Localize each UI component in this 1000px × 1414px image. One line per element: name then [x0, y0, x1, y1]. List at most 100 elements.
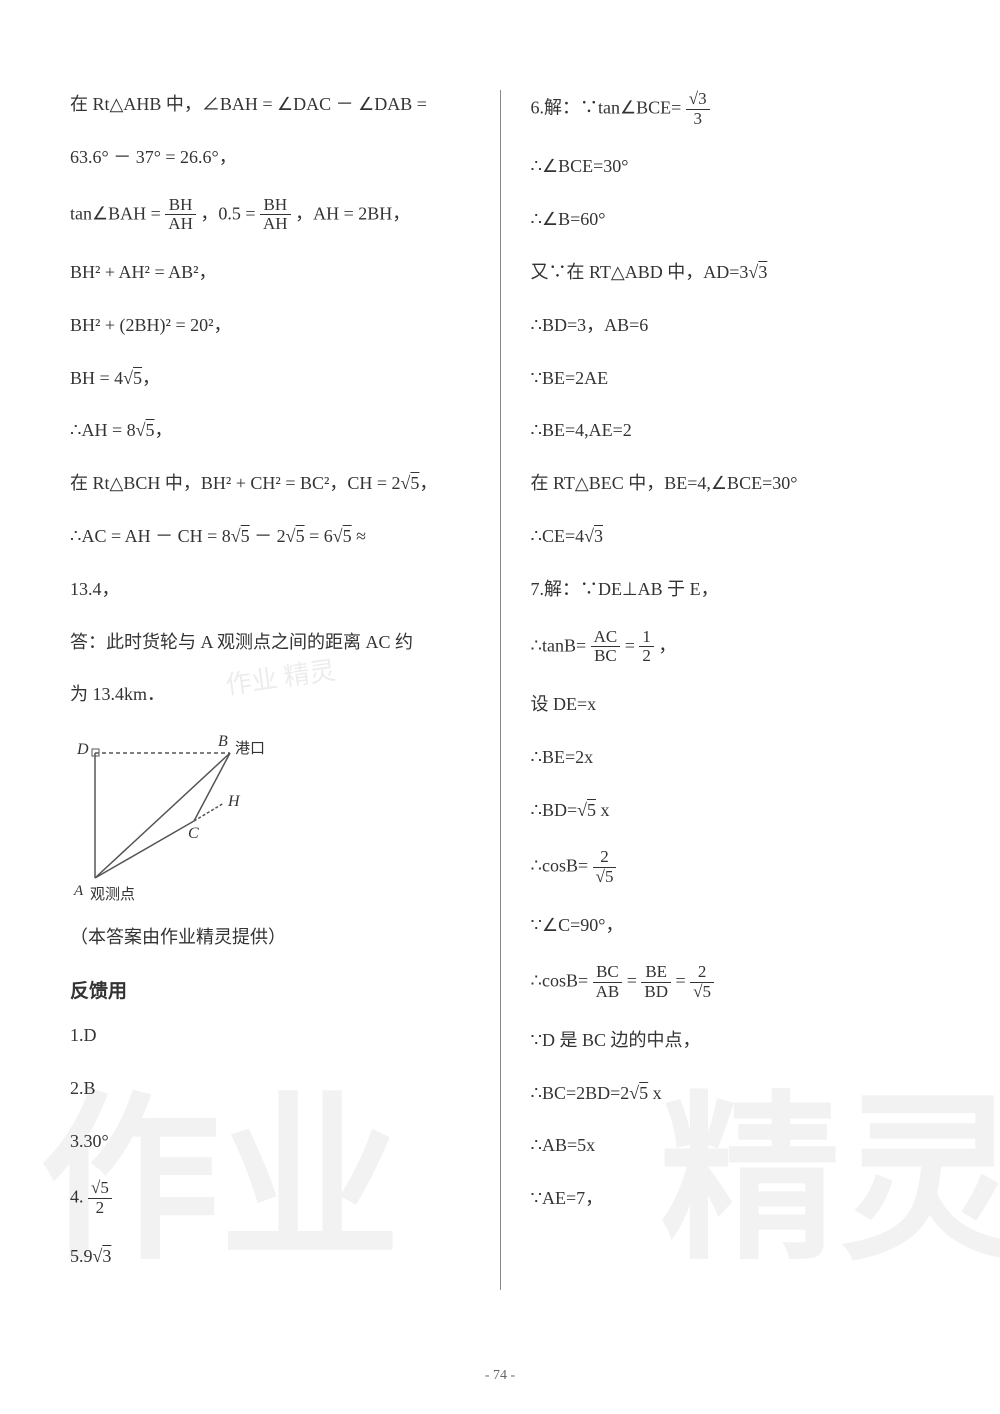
- radicand: 5: [587, 800, 596, 820]
- radicand: 5: [146, 420, 155, 440]
- text-line: 63.6° － 37° = 26.6°，: [70, 143, 470, 172]
- text: ，: [155, 420, 173, 440]
- text-line: ∴CE=4√3: [531, 522, 931, 551]
- diagram-label-b: B: [218, 733, 228, 751]
- denominator: 2: [639, 647, 654, 666]
- text-line: ∴BD=3，AB=6: [531, 311, 931, 340]
- page-number: - 74 -: [485, 1368, 515, 1384]
- text-line: BH = 4√5，: [70, 364, 470, 393]
- text-line: 在 Rt△BCH 中，BH² + CH² = BC²，CH = 2√5，: [70, 469, 470, 498]
- text: ∴AC = AH － CH = 8: [70, 526, 231, 546]
- denominator: BC: [591, 647, 621, 666]
- answer-item: 3.30°: [70, 1127, 470, 1156]
- text: tan∠BAH =: [70, 203, 165, 223]
- fraction: √5 2: [88, 1179, 112, 1217]
- text: ，0.5 =: [200, 203, 260, 223]
- text: ∴BD=: [531, 800, 578, 820]
- fraction: BC AB: [593, 963, 623, 1001]
- numerator: AC: [591, 628, 621, 648]
- text-line: ∴BE=2x: [531, 743, 931, 772]
- page-container: 在 Rt△AHB 中，∠BAH = ∠DAC － ∠DAB = 63.6° － …: [0, 0, 1000, 1414]
- fraction: BH AH: [165, 196, 196, 234]
- numerator: BH: [260, 196, 291, 216]
- text-line: 13.4，: [70, 575, 470, 604]
- text: =: [627, 971, 637, 991]
- text-line: ∴AB=5x: [531, 1131, 931, 1160]
- diagram-label-c: C: [188, 825, 199, 843]
- text-line: ∴BD=√5 x: [531, 796, 931, 825]
- diagram-label-a: A: [74, 883, 83, 900]
- radicand: 5: [639, 1083, 648, 1103]
- text: x: [596, 800, 610, 820]
- radicand: 3: [594, 526, 603, 546]
- denominator: AH: [165, 215, 196, 234]
- text-line: BH² + (2BH)² = 20²，: [70, 311, 470, 340]
- text-line: ∴BC=2BD=2√5 x: [531, 1079, 931, 1108]
- text: ≈: [352, 526, 366, 546]
- fraction: BH AH: [260, 196, 291, 234]
- text-line: 在 RT△BEC 中，BE=4,∠BCE=30°: [531, 469, 931, 498]
- numerator: 2: [690, 963, 714, 983]
- text-line: ∴BE=4,AE=2: [531, 416, 931, 445]
- fraction: √3 3: [686, 90, 710, 128]
- two-column-layout: 在 Rt△AHB 中，∠BAH = ∠DAC － ∠DAB = 63.6° － …: [70, 90, 930, 1290]
- numerator: √3: [686, 90, 710, 110]
- denominator: √5: [593, 868, 617, 887]
- fraction: AC BC: [591, 628, 621, 666]
- answer-item: 1.D: [70, 1021, 470, 1050]
- text-line: ∴tanB= AC BC = 1 2 ，: [531, 628, 931, 666]
- text: 在 Rt△BCH 中，BH² + CH² = BC²，CH = 2: [70, 473, 401, 493]
- text: ∴CE=4: [531, 526, 585, 546]
- text: ，AH = 2BH，: [295, 203, 410, 223]
- text: =: [676, 971, 686, 991]
- radicand: 5: [241, 526, 250, 546]
- text-line: 7.解：∵DE⊥AB 于 E，: [531, 575, 931, 604]
- answer-list: 1.D 2.B 3.30° 4. √5 2 5.9√3: [70, 1021, 470, 1271]
- text: ，: [658, 635, 676, 655]
- watermark-stamp: 作业 精灵: [224, 651, 377, 770]
- radicand: 5: [343, 526, 352, 546]
- denominator: 2: [88, 1199, 112, 1218]
- text: BH = 4: [70, 368, 123, 388]
- text: =: [625, 635, 635, 655]
- numerator: 2: [593, 848, 617, 868]
- diagram-label-d: D: [77, 741, 89, 759]
- text: ，: [419, 473, 437, 493]
- fraction: 2 √5: [593, 848, 617, 886]
- text-line: ∵AE=7，: [531, 1184, 931, 1213]
- text: ∴tanB=: [531, 635, 587, 655]
- numerator: BE: [641, 963, 671, 983]
- text-line: 在 Rt△AHB 中，∠BAH = ∠DAC － ∠DAB =: [70, 90, 470, 119]
- fraction: 2 √5: [690, 963, 714, 1001]
- right-column: 6.解：∵tan∠BCE= √3 3 ∴∠BCE=30° ∴∠B=60° 又∵在…: [500, 90, 931, 1290]
- numerator: BC: [593, 963, 623, 983]
- text-line: tan∠BAH = BH AH ，0.5 = BH AH ，AH = 2BH，: [70, 196, 470, 234]
- text-line: ∴∠B=60°: [531, 205, 931, 234]
- text: 5.9: [70, 1246, 93, 1266]
- fraction: BE BD: [641, 963, 671, 1001]
- text-line: ∵D 是 BC 边的中点，: [531, 1026, 931, 1055]
- text: ∴AH = 8: [70, 420, 136, 440]
- denominator: √5: [690, 983, 714, 1002]
- text-line: ∵BE=2AE: [531, 364, 931, 393]
- fraction: 1 2: [639, 628, 654, 666]
- radicand: 3: [102, 1246, 111, 1266]
- text: ∴BC=2BD=2: [531, 1083, 630, 1103]
- diagram-label-obs: 观测点: [90, 883, 135, 904]
- denominator: AB: [593, 983, 623, 1002]
- text-line: ∴cosB= 2 √5: [531, 848, 931, 886]
- answer-item: 2.B: [70, 1074, 470, 1103]
- answer-item: 5.9√3: [70, 1242, 470, 1271]
- numerator: 1: [639, 628, 654, 648]
- text: 又∵在 RT△ABD 中，AD=3: [531, 262, 749, 282]
- section-heading: 反馈用: [70, 976, 470, 1003]
- denominator: BD: [641, 983, 671, 1002]
- numerator: BH: [165, 196, 196, 216]
- text-line: ∵∠C=90°，: [531, 911, 931, 940]
- text: x: [648, 1083, 662, 1103]
- text-line: ∴∠BCE=30°: [531, 152, 931, 181]
- answer-item: 4. √5 2: [70, 1179, 470, 1217]
- credit-text: （本答案由作业精灵提供）: [70, 923, 470, 952]
- text-line: ∴AH = 8√5，: [70, 416, 470, 445]
- text: 4.: [70, 1187, 84, 1207]
